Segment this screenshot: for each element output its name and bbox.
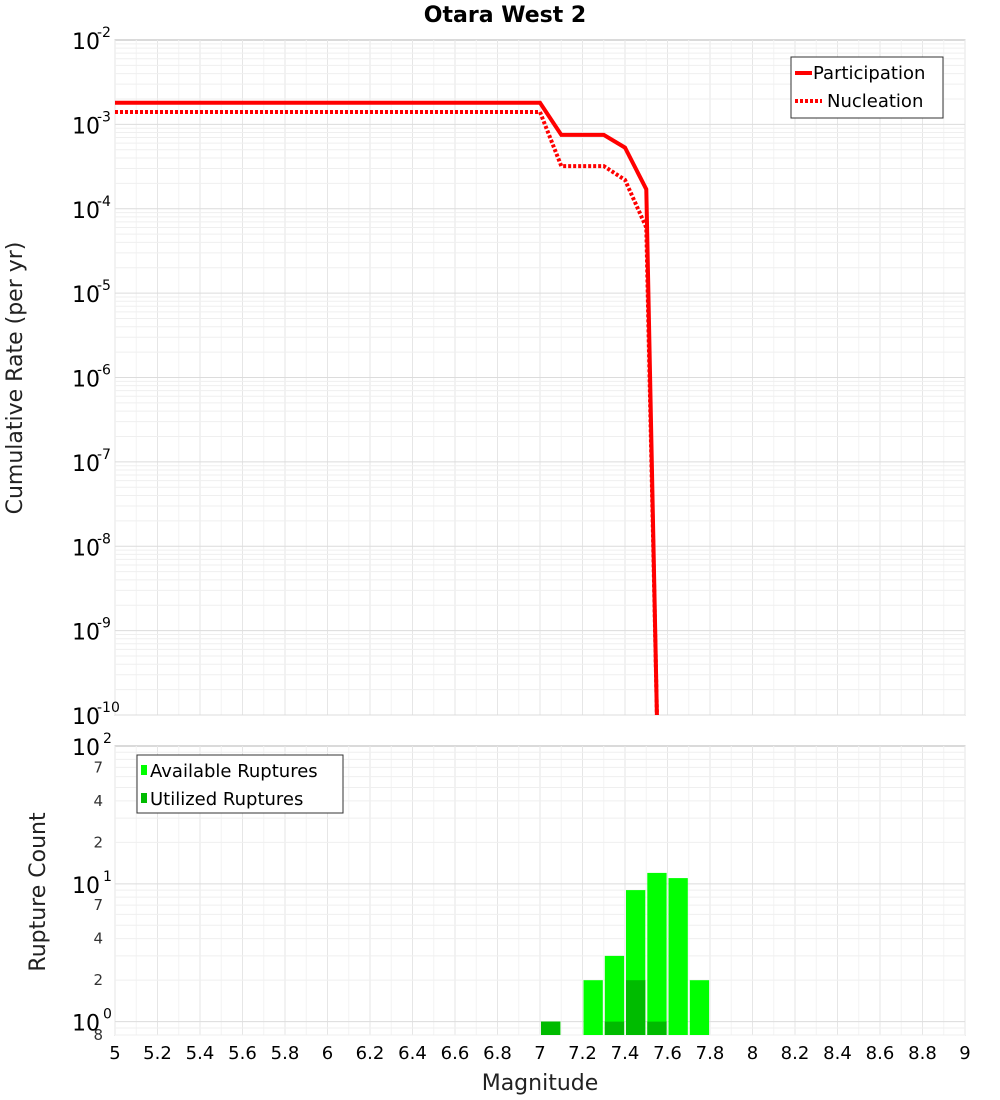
x-tick-label: 5	[109, 1043, 120, 1064]
top-y-tick: 10-8	[72, 531, 111, 561]
x-tick-label: 5.6	[228, 1043, 257, 1064]
y-tick-exponent: -5	[97, 278, 111, 294]
x-tick-label: 5.8	[271, 1043, 300, 1064]
top-y-axis-label: Cumulative Rate (per yr)	[3, 242, 28, 515]
legend-available-swatch	[141, 765, 147, 775]
x-tick-label: 6.8	[483, 1043, 512, 1064]
y-tick-exponent: -3	[97, 109, 111, 125]
bottom-y-minor-tick: 7	[93, 896, 103, 914]
available-rupture-bar	[583, 980, 603, 1035]
bottom-y-minor-tick: 7	[93, 758, 103, 776]
y-tick-exponent: 2	[103, 731, 112, 747]
y-tick-exponent: -9	[97, 616, 111, 632]
top-y-tick: 10-10	[72, 700, 120, 730]
x-tick-label: 8.4	[823, 1043, 852, 1064]
legend-utilized-label: Utilized Ruptures	[150, 789, 303, 810]
bottom-y-major-tick: 10 2	[72, 731, 112, 761]
top-y-tick: 10-2	[72, 25, 111, 55]
bottom-y-minor-tick: 4	[93, 792, 103, 810]
bottom-bars	[541, 872, 710, 1035]
legend-nucleation-label: Nucleation	[827, 91, 923, 112]
x-tick-label: 8.2	[781, 1043, 810, 1064]
y-tick-base: 10	[72, 368, 100, 393]
y-tick-exponent: -10	[97, 700, 120, 716]
utilized-rupture-bar	[647, 1021, 667, 1035]
x-tick-labels: 5 5.2 5.4 5.6 5.8 6 6.2 6.4 6.6 6.8 7 7.2 7.4 7.6 7.8 8…	[109, 1043, 970, 1064]
x-tick-label: 7.8	[696, 1043, 725, 1064]
bottom-y-axis-label: Rupture Count	[26, 812, 51, 972]
y-tick-exponent: -6	[97, 363, 111, 379]
bottom-y-minor-tick: 4	[93, 930, 103, 948]
x-tick-label: 8	[747, 1043, 758, 1064]
y-tick-exponent: -8	[97, 531, 111, 547]
bottom-y-minor-tick: 2	[93, 971, 103, 989]
top-gridlines	[114, 40, 966, 716]
y-tick-base: 10	[72, 621, 100, 646]
available-rupture-bar	[647, 872, 667, 1035]
available-rupture-bar	[604, 955, 625, 1035]
available-rupture-bar	[689, 980, 710, 1035]
series-line-participation	[115, 100, 659, 716]
x-tick-label: 9	[959, 1043, 970, 1064]
x-tick-label: 6	[322, 1043, 333, 1064]
legend-available-label: Available Ruptures	[150, 761, 318, 782]
bottom-y-major-tick: 10 1	[72, 869, 112, 899]
y-tick-base: 10	[72, 199, 100, 224]
y-tick-base: 10	[72, 114, 100, 139]
x-tick-label: 7.6	[653, 1043, 682, 1064]
x-tick-label: 7	[534, 1043, 545, 1064]
top-y-tick: 10-7	[72, 447, 111, 477]
y-tick-base: 10	[72, 452, 100, 477]
x-tick-label: 5.2	[143, 1043, 172, 1064]
x-tick-label: 8.8	[908, 1043, 937, 1064]
utilized-rupture-bar	[604, 1021, 625, 1035]
x-tick-label: 6.4	[398, 1043, 427, 1064]
x-axis-label: Magnitude	[482, 1071, 599, 1096]
available-rupture-bar	[668, 878, 688, 1035]
y-tick-base: 10	[72, 536, 100, 561]
top-y-tick: 10-4	[72, 194, 111, 224]
y-tick-exponent: 0	[103, 1007, 112, 1023]
top-y-tick-labels: 10-210-310-410-510-610-710-810-910-10	[72, 25, 120, 730]
bottom-y-minor-tick: 2	[93, 833, 103, 851]
top-legend: Participation Nucleation	[790, 56, 944, 119]
top-y-tick: 10-3	[72, 109, 111, 139]
y-tick-base: 10	[72, 736, 100, 761]
top-series-lines	[115, 100, 659, 716]
x-tick-label: 8.6	[866, 1043, 895, 1064]
x-tick-label: 6.2	[356, 1043, 385, 1064]
utilized-rupture-bar	[541, 1021, 561, 1035]
y-tick-exponent: 1	[103, 869, 112, 885]
y-tick-base: 10	[72, 1012, 100, 1037]
y-tick-base: 10	[72, 283, 100, 308]
top-legend-box	[790, 56, 944, 119]
x-tick-label: 6.6	[441, 1043, 470, 1064]
bottom-legend-box	[136, 754, 344, 814]
legend-participation-label: Participation	[813, 63, 925, 84]
bottom-y-major-tick: 10 0	[72, 1007, 112, 1037]
x-tick-label: 7.4	[611, 1043, 640, 1064]
top-y-tick: 10-6	[72, 363, 111, 393]
x-tick-label: 5.4	[186, 1043, 215, 1064]
x-tick-label: 7.2	[568, 1043, 597, 1064]
y-tick-base: 10	[72, 705, 100, 730]
y-tick-exponent: -2	[97, 25, 111, 41]
y-tick-exponent: -4	[97, 194, 111, 210]
bottom-legend: Available Ruptures Utilized Ruptures	[136, 754, 344, 814]
y-tick-base: 10	[72, 874, 100, 899]
y-tick-exponent: -7	[97, 447, 111, 463]
top-y-tick: 10-5	[72, 278, 111, 308]
y-tick-base: 10	[72, 30, 100, 55]
utilized-rupture-bar	[626, 980, 646, 1035]
chart-title: Otara West 2	[424, 3, 586, 28]
bottom-y-minor-tick: 8	[93, 1026, 103, 1044]
legend-utilized-swatch	[141, 793, 147, 803]
top-y-tick: 10-9	[72, 616, 111, 646]
